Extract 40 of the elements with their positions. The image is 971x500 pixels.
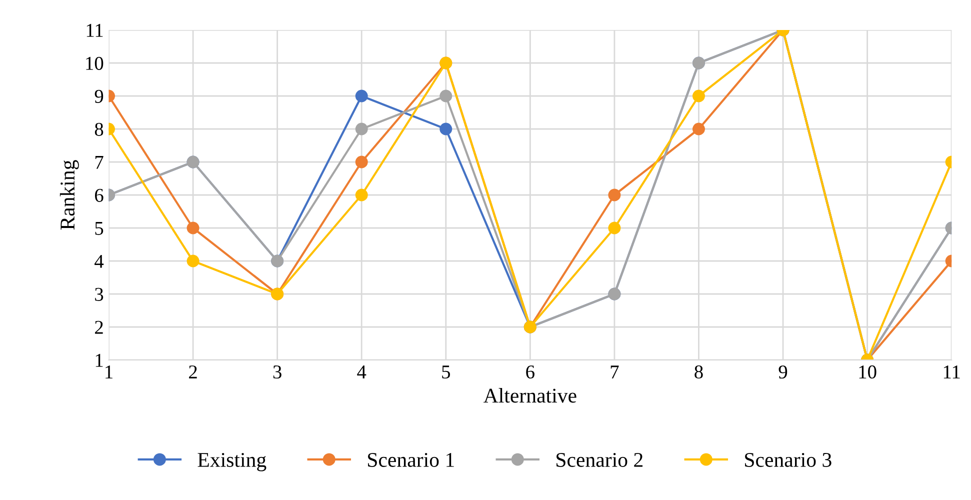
x-tick-label: 7 xyxy=(610,366,619,378)
x-axis-title: Alternative xyxy=(484,388,576,403)
x-tick-label: 2 xyxy=(189,365,197,378)
point xyxy=(186,254,200,268)
y-tick-label: 1 xyxy=(96,354,103,367)
y-axis-title: Ranking xyxy=(60,160,79,230)
y-tick-label: 5 xyxy=(95,222,104,235)
legend-label: Scenario 1 xyxy=(368,452,454,467)
point xyxy=(692,122,705,136)
point xyxy=(355,188,368,202)
y-tick-label: 3 xyxy=(95,288,104,301)
y-tick-label: 6 xyxy=(95,188,104,202)
x-tick-label: 8 xyxy=(694,365,703,379)
point xyxy=(355,122,368,136)
x-tick-label: 3 xyxy=(273,365,282,379)
legend-label: Existing xyxy=(198,452,266,472)
point xyxy=(440,90,452,102)
y-tick-label: 10 xyxy=(86,56,104,70)
point xyxy=(355,90,368,102)
point xyxy=(440,122,452,136)
legend-label: Scenario 2 xyxy=(556,452,642,467)
point xyxy=(355,156,368,168)
x-tick-label: 9 xyxy=(778,365,788,379)
x-tick-label: 4 xyxy=(357,366,366,378)
y-tick-label: 9 xyxy=(94,90,104,103)
x-tick-label: 1 xyxy=(106,366,112,378)
point xyxy=(692,90,705,102)
x-tick-label: 5 xyxy=(442,366,450,379)
legend-label: Scenario 3 xyxy=(745,452,832,467)
point xyxy=(608,222,621,234)
y-tick-label: 4 xyxy=(94,254,104,268)
x-tick-label: 10 xyxy=(859,365,876,379)
point xyxy=(186,222,200,234)
y-tick-label: 11 xyxy=(86,24,103,37)
y-tick-label: 7 xyxy=(95,156,104,169)
y-tick-label: 8 xyxy=(94,122,104,136)
point xyxy=(608,188,621,202)
x-tick-label: 6 xyxy=(526,365,534,379)
y-tick-label: 2 xyxy=(95,320,103,334)
x-tick-label: 11 xyxy=(944,366,960,378)
